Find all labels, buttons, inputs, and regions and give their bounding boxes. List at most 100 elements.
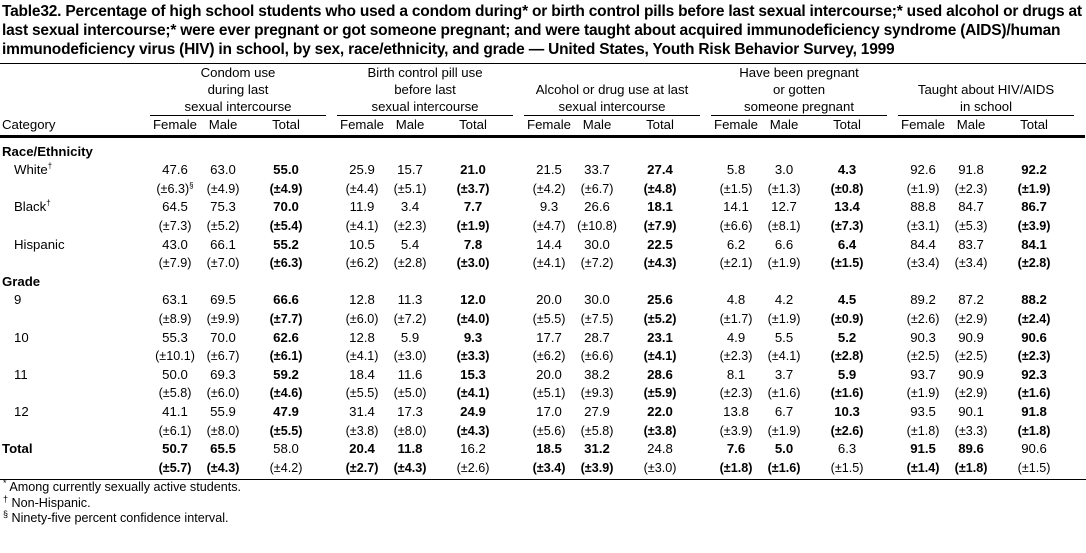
footnote-mark: * — [3, 478, 7, 489]
ci-cell: (±7.0) — [206, 256, 240, 271]
ci-row: (±7.3) (±5.2) (±5.4) (±4.1) (±2.3) (±1.9) (±4.… — [0, 217, 1085, 236]
value-cell: 5.2 — [837, 329, 857, 345]
gap — [1074, 64, 1085, 116]
gap — [513, 180, 524, 199]
gap — [513, 116, 524, 137]
gap — [326, 403, 337, 422]
gap — [887, 180, 898, 199]
row-label: 11 — [14, 366, 28, 382]
ci-cell: (±4.2) — [532, 181, 566, 196]
gap — [700, 217, 711, 236]
value-cell: 92.2 — [1021, 162, 1047, 178]
value-cell: 18.1 — [647, 199, 673, 215]
value-cell: 70.0 — [210, 329, 236, 345]
gap — [326, 329, 337, 348]
ci-cell: (±2.7) — [345, 460, 379, 475]
ci-cell: (±7.9) — [643, 218, 677, 233]
gap — [326, 347, 337, 366]
gap — [513, 459, 524, 478]
ci-cell: (±6.6) — [580, 349, 614, 364]
value-cell: 86.7 — [1021, 199, 1047, 215]
ci-cell: (±3.9) — [1017, 218, 1051, 233]
gap — [887, 64, 898, 116]
gap — [887, 161, 898, 180]
value-cell: 90.6 — [1021, 329, 1047, 345]
value-cell: 30.0 — [584, 292, 610, 308]
ci-row: (±5.8) (±6.0) (±4.6) (±5.5) (±5.0) (±4.1) (±5.… — [0, 384, 1085, 403]
value-cell: 14.4 — [536, 236, 562, 252]
table-body: Race/Ethnicity White† 47.6 63.0 55.0 25.9 15.7… — [0, 143, 1085, 478]
ci-cell: (±6.0) — [345, 311, 379, 326]
data-table: Condom use during last sexual intercourse B… — [0, 64, 1086, 478]
gap — [513, 403, 524, 422]
gap — [326, 217, 337, 236]
ci-cell: (±6.2) — [532, 349, 566, 364]
ci-cell: (±7.2) — [393, 311, 427, 326]
value-cell: 92.3 — [1021, 366, 1047, 382]
value-cell: 41.1 — [162, 403, 188, 419]
value-cell: 20.0 — [536, 292, 562, 308]
section-row: Grade — [0, 273, 1085, 292]
gap — [1074, 236, 1085, 255]
table-row: Black† 64.5 75.3 70.0 11.9 3.4 7.7 9.3 26.6 18.1 1… — [0, 198, 1085, 217]
ci-cell: (±1.9) — [906, 386, 940, 401]
ci-cell: (±7.3) — [830, 218, 864, 233]
gap — [1074, 459, 1085, 478]
value-cell: 88.8 — [910, 199, 936, 215]
value-cell: 11.9 — [349, 199, 375, 215]
gap — [326, 236, 337, 255]
subheader-female: Female — [714, 117, 758, 132]
value-cell: 31.2 — [584, 441, 610, 457]
value-cell: 11.6 — [397, 366, 423, 382]
ci-cell: (±4.3) — [456, 423, 490, 438]
value-cell: 28.6 — [647, 366, 673, 382]
ci-cell: (±2.1) — [719, 256, 753, 271]
gap — [700, 440, 711, 459]
value-cell: 6.2 — [726, 236, 746, 252]
gap — [1074, 254, 1085, 273]
gap — [1074, 180, 1085, 199]
subheader-male: Male — [395, 117, 425, 132]
table-row: 12 41.1 55.9 47.9 31.4 17.3 24.9 17.0 27.9 22.0 13… — [0, 403, 1085, 422]
ci-cell: (±1.3) — [767, 181, 801, 196]
ci-cell: (±3.0) — [393, 349, 427, 364]
value-cell: 33.7 — [584, 162, 610, 178]
ci-cell: (±3.4) — [532, 460, 566, 475]
subheader-male: Male — [582, 117, 612, 132]
ci-cell: (±1.6) — [1017, 386, 1051, 401]
value-cell: 17.3 — [397, 403, 423, 419]
value-cell: 20.0 — [536, 366, 562, 382]
gap — [700, 310, 711, 329]
gap — [700, 236, 711, 255]
value-cell: 10.5 — [349, 236, 375, 252]
ci-cell: (±6.7) — [580, 181, 614, 196]
gap — [326, 440, 337, 459]
ci-cell: (±1.5) — [830, 460, 864, 475]
ci-cell: (±4.9) — [269, 181, 303, 196]
gap — [1074, 403, 1085, 422]
gap — [513, 366, 524, 385]
footnote-mark: § — [3, 509, 9, 520]
ci-cell: (±2.4) — [1017, 311, 1051, 326]
ci-cell: (±5.4) — [269, 218, 303, 233]
ci-cell: (±3.4) — [954, 256, 988, 271]
footnote: † Non-Hispanic. — [3, 494, 1086, 512]
ci-cell: (±4.1) — [767, 349, 801, 364]
ci-cell: (±1.9) — [456, 218, 490, 233]
value-cell: 7.8 — [463, 236, 483, 252]
ci-row: (±10.1) (±6.7) (±6.1) (±4.1) (±3.0) (±3.3) (±6… — [0, 347, 1085, 366]
value-cell: 84.7 — [958, 199, 984, 215]
value-cell: 8.1 — [726, 366, 746, 382]
gap — [887, 116, 898, 137]
value-cell: 27.9 — [584, 403, 610, 419]
ci-cell: (±4.7) — [532, 218, 566, 233]
ci-cell: (±2.6) — [456, 460, 490, 475]
footnote-mark: † — [46, 198, 51, 208]
ci-cell: (±4.1) — [345, 218, 379, 233]
ci-cell: (±1.9) — [767, 423, 801, 438]
gap — [513, 347, 524, 366]
value-cell: 47.6 — [162, 162, 188, 178]
ci-cell: (±3.3) — [954, 423, 988, 438]
value-cell: 14.1 — [723, 199, 749, 215]
group-header: Alcohol or drug use at last sexual interc… — [524, 64, 701, 116]
